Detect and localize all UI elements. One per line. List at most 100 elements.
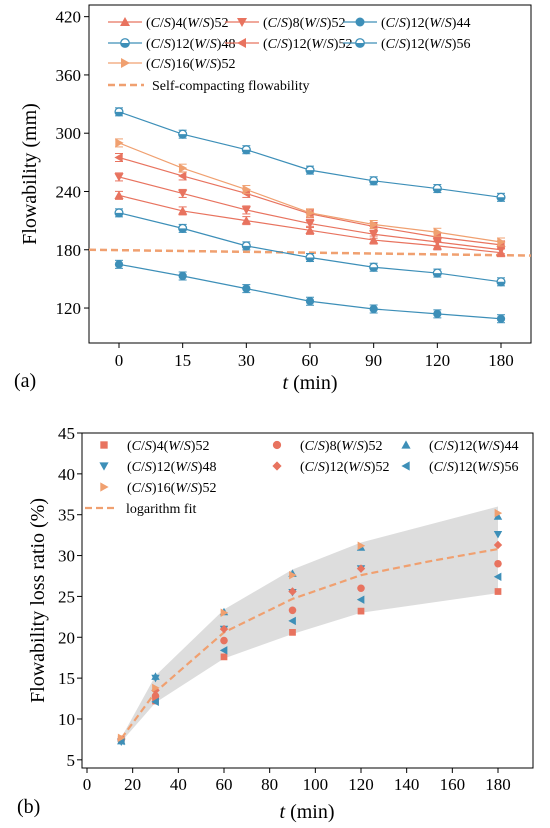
legend-marker-b xyxy=(272,440,282,450)
data-point-a xyxy=(305,297,315,306)
x-tick-label-a: 120 xyxy=(425,351,451,370)
data-point-a-shape xyxy=(432,232,442,242)
series-a-6 xyxy=(115,138,506,247)
data-point-b xyxy=(356,595,365,604)
legend-label-a: (C/S)12(W/S)52 xyxy=(263,37,352,52)
series-a-5 xyxy=(114,107,506,202)
data-point-a-shape xyxy=(305,297,315,306)
data-point-b xyxy=(493,572,502,582)
legend-label-b: (C/S)12(W/S)48 xyxy=(127,460,216,475)
legend-marker-b-shape xyxy=(401,461,410,471)
data-point-b xyxy=(151,692,160,700)
data-point-a xyxy=(305,165,315,175)
x-tick-label-b: 160 xyxy=(440,775,466,794)
data-point-a-shape xyxy=(114,173,124,182)
legend-marker-b xyxy=(401,440,411,449)
data-point-b-shape xyxy=(493,512,503,520)
legend-marker-b xyxy=(100,441,108,449)
data-point-b xyxy=(357,607,365,615)
legend-marker-b-shape xyxy=(272,461,282,471)
data-point-b-shape xyxy=(288,606,297,615)
data-point-a xyxy=(433,309,442,319)
data-point-b-shape xyxy=(289,570,297,580)
x-tick-label-b: 0 xyxy=(83,775,92,794)
data-point-b-shape xyxy=(219,624,229,634)
data-point-b xyxy=(494,508,503,518)
data-point-b-shape xyxy=(356,564,366,573)
legend-marker-b xyxy=(100,482,109,492)
y-tick-label-a: 300 xyxy=(56,124,82,143)
y-tick-label-a: 420 xyxy=(56,8,82,27)
y-tick-label-b: 40 xyxy=(58,465,75,484)
data-point-a-shape xyxy=(241,206,251,215)
data-point-b xyxy=(288,606,297,615)
data-point-b-shape xyxy=(356,595,365,604)
data-point-a xyxy=(178,171,187,181)
data-point-b xyxy=(493,512,503,520)
data-point-b xyxy=(356,564,366,573)
y-tick-label-a: 360 xyxy=(56,66,82,85)
panel-a: 120 180 240 300 360 420 0 15 30 60 90 120 180 Flowabi… xyxy=(14,4,532,394)
data-point-a xyxy=(432,268,442,278)
data-point-a-fill xyxy=(497,197,505,202)
legend-b: (C/S)4(W/S)52 (C/S)8(W/S)52 (C/S)12(W/S)44… xyxy=(85,439,518,517)
data-point-b xyxy=(357,541,366,550)
data-point-a xyxy=(114,173,124,182)
data-point-b-shape xyxy=(494,588,502,595)
data-point-a xyxy=(305,225,315,235)
legend-fit-label: logarithm fit xyxy=(126,502,196,517)
data-point-a-shape xyxy=(114,152,123,163)
data-point-a-fill xyxy=(306,257,314,262)
legend-marker-a xyxy=(355,17,365,27)
y-tick-label-b: 25 xyxy=(58,587,75,606)
data-point-a xyxy=(178,189,188,199)
legend-marker-a xyxy=(237,18,247,27)
y-tick-label-a: 180 xyxy=(56,241,82,260)
data-point-a xyxy=(241,206,251,215)
legend-a: (C/S)4(W/S)52 (C/S)8(W/S)52 (C/S)12(W/S)44… xyxy=(108,16,470,94)
legend-marker-b-shape xyxy=(100,482,109,492)
x-tick-label-b: 140 xyxy=(394,775,420,794)
data-point-a-shape xyxy=(242,284,251,293)
data-point-a xyxy=(432,184,442,194)
data-point-b-shape xyxy=(152,683,160,693)
data-point-b-shape xyxy=(220,653,228,661)
data-point-a-shape xyxy=(241,216,251,225)
data-point-a xyxy=(241,241,251,251)
x-tick-label-b: 180 xyxy=(485,775,511,794)
data-point-b xyxy=(357,584,365,593)
x-tick-label-b: 20 xyxy=(124,775,141,794)
data-point-a-fill xyxy=(115,212,123,217)
data-point-b xyxy=(493,540,503,550)
data-point-a-shape xyxy=(114,260,124,269)
data-point-a xyxy=(241,145,251,155)
legend-marker-b xyxy=(272,461,282,471)
data-point-a xyxy=(369,176,379,186)
data-point-b-shape xyxy=(493,540,503,550)
data-point-b-shape xyxy=(288,616,296,626)
data-point-b xyxy=(494,588,502,595)
legend-label-b: (C/S)16(W/S)52 xyxy=(127,481,216,496)
legend-marker-a-shape xyxy=(355,17,365,27)
data-point-b xyxy=(219,646,228,655)
data-point-a-shape xyxy=(178,189,188,199)
data-point-b-shape xyxy=(289,629,296,636)
legend-label-a: (C/S)12(W/S)56 xyxy=(381,37,470,52)
y-tick-label-b: 45 xyxy=(58,424,75,443)
y-tick-label-b: 10 xyxy=(58,710,75,729)
legend-threshold-label: Self-compacting flowability xyxy=(152,79,309,94)
data-point-a xyxy=(433,227,442,237)
legend-marker-b-shape xyxy=(99,462,109,471)
legend-label-b: (C/S)12(W/S)44 xyxy=(429,439,518,454)
data-point-a xyxy=(178,163,188,173)
legend-label-a: (C/S)16(W/S)52 xyxy=(146,57,235,72)
x-tick-label-b: 100 xyxy=(303,775,329,794)
x-tick-label-b: 40 xyxy=(170,775,187,794)
data-point-b-shape xyxy=(219,646,228,655)
data-point-a-fill xyxy=(242,245,251,250)
x-axis-label-a: t (min) xyxy=(283,372,338,394)
data-point-b xyxy=(220,653,228,661)
y-tick-label-b: 15 xyxy=(58,669,75,688)
legend-marker-a xyxy=(121,58,130,68)
